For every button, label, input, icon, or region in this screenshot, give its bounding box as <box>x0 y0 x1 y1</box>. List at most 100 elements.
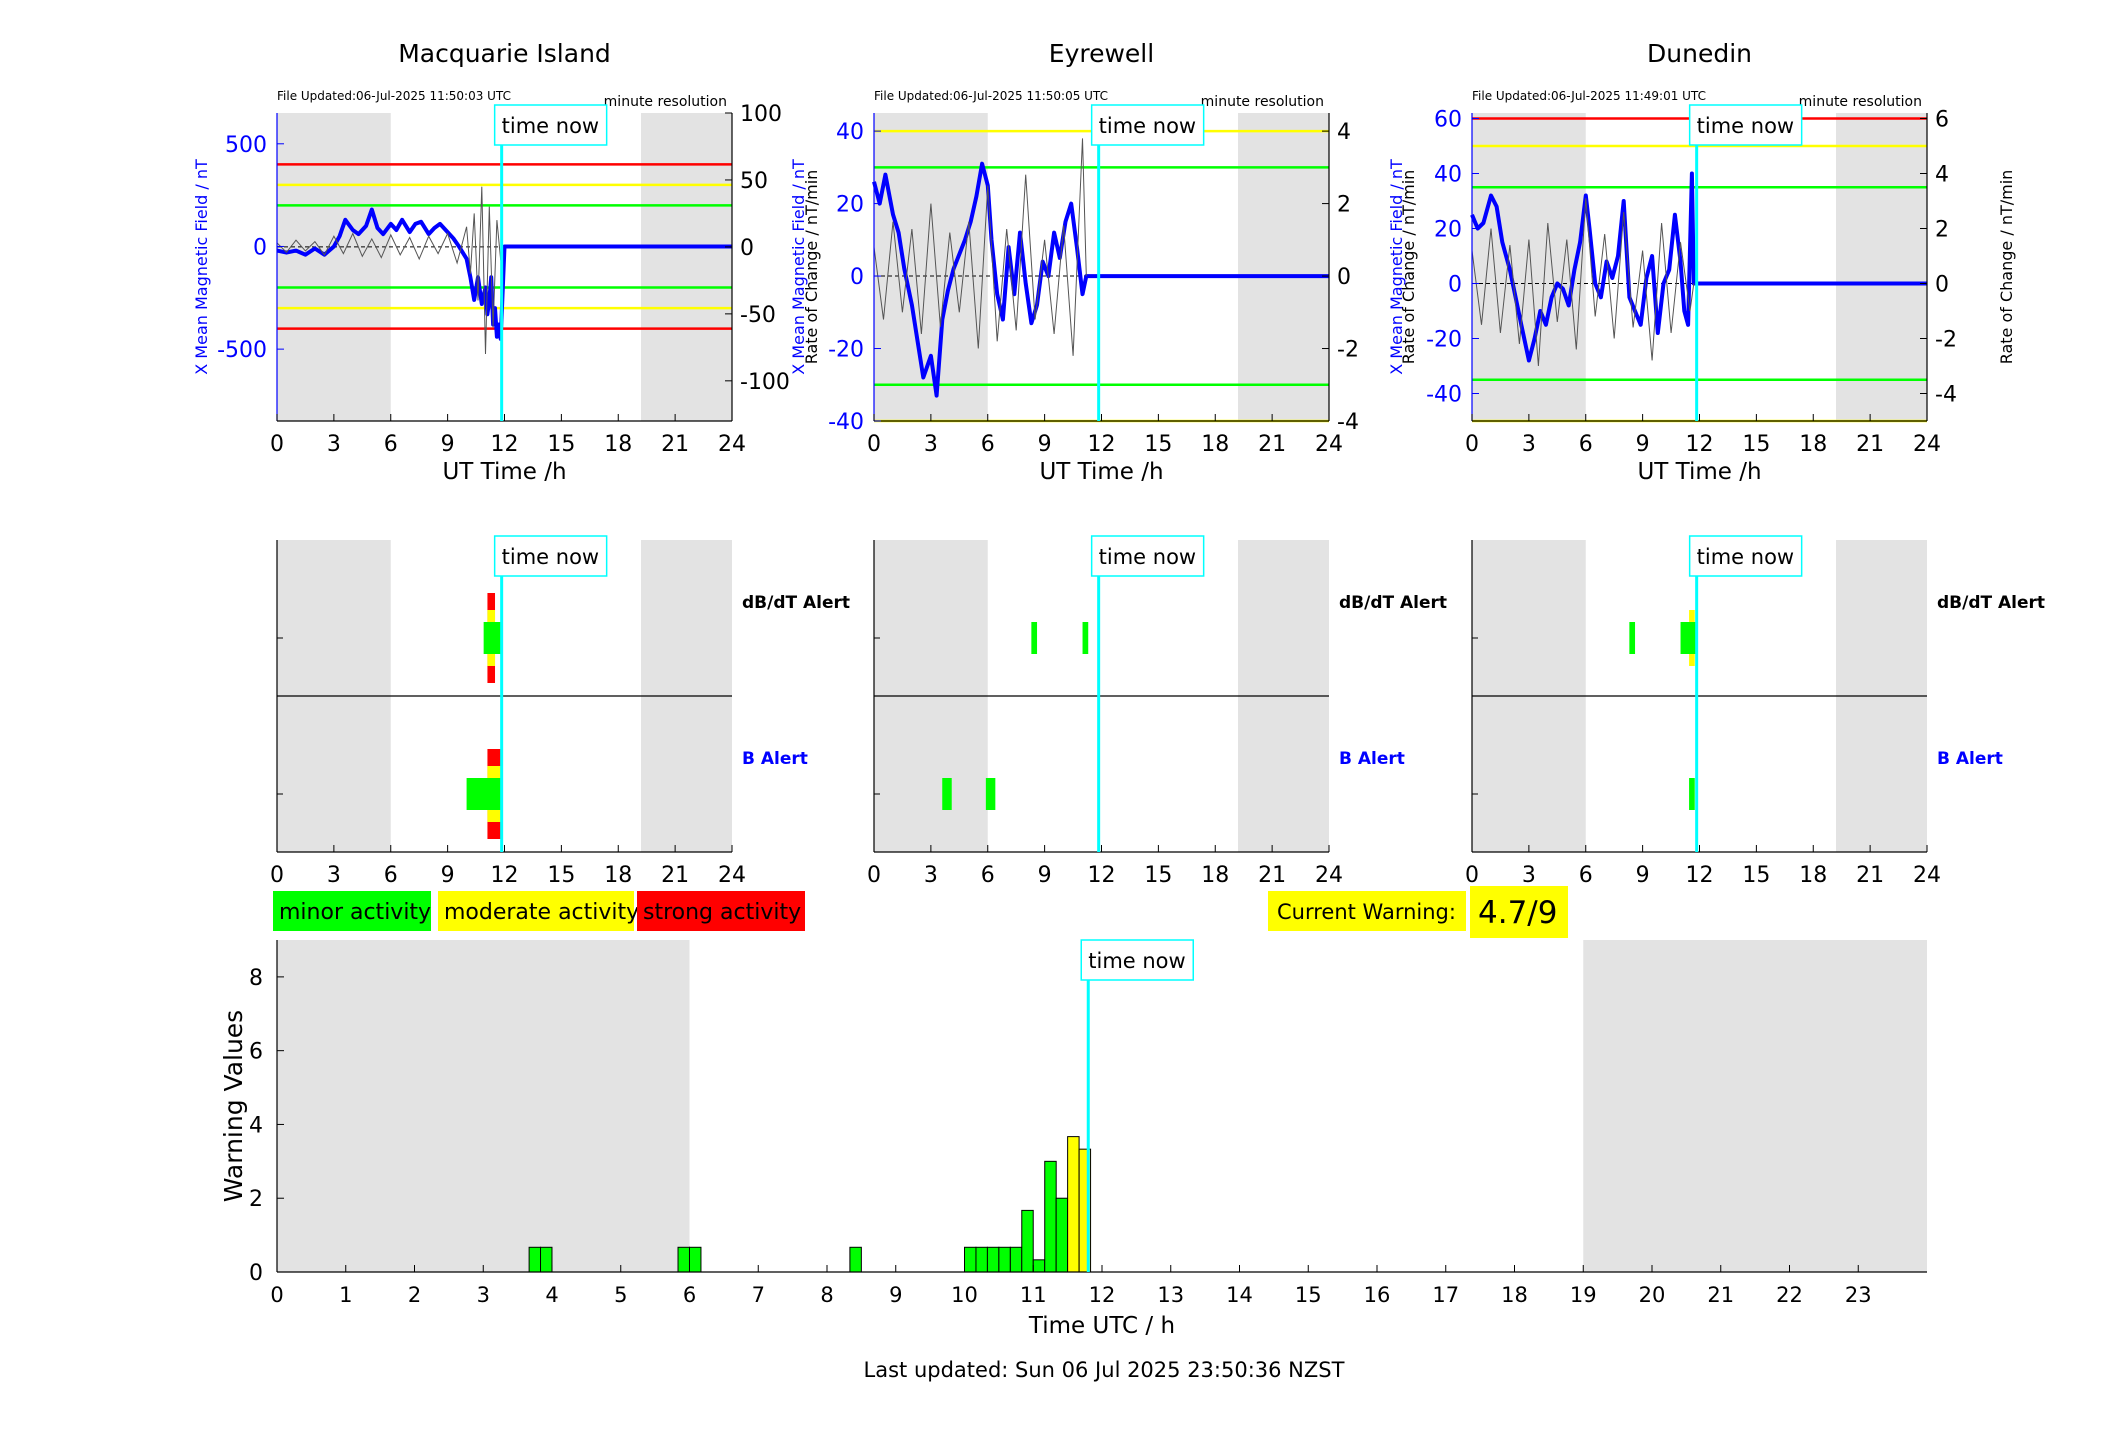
x-tick-label: 15 <box>1295 1283 1322 1307</box>
y-right-tick-label: -100 <box>740 370 790 395</box>
y-right-axis-label: Rate of Change / nT/min <box>802 170 821 365</box>
x-tick-label: 23 <box>1845 1283 1872 1307</box>
y-right-tick-label: -4 <box>1935 383 1957 408</box>
alert-chart-eyrewell: dB/dT Alert B Alert 0 3 6 9 12 15 18 21 24 time now <box>867 535 1447 888</box>
chart-title: Dunedin <box>1647 39 1752 68</box>
x-tick-label: 9 <box>1038 432 1052 457</box>
x-tick-label: 22 <box>1776 1283 1803 1307</box>
x-tick-label: 15 <box>547 863 575 888</box>
y-axis-label: X Mean Magnetic Field / nT <box>1387 159 1406 375</box>
chart-panels: Macquarie Island File Updated:06-Jul-2025… <box>192 39 2045 1339</box>
y-right-tick-label: -2 <box>1337 338 1359 363</box>
y-right-tick-label: 2 <box>1337 193 1351 218</box>
night-shade <box>1472 113 1586 421</box>
footer-last-updated: Last updated: Sun 06 Jul 2025 23:50:36 N… <box>864 1358 1345 1382</box>
x-tick-label: 6 <box>981 432 995 457</box>
time-now-label: time now <box>502 114 599 138</box>
x-tick-label: 9 <box>1636 432 1650 457</box>
x-tick-label: 18 <box>604 432 632 457</box>
x-tick-label: 13 <box>1157 1283 1184 1307</box>
x-tick-label: 12 <box>1088 432 1116 457</box>
x-tick-label: 21 <box>1707 1283 1734 1307</box>
y-right-tick-label: 0 <box>740 236 754 261</box>
minor-alert-bar <box>1031 622 1038 654</box>
row-label-b: B Alert <box>1937 749 2003 769</box>
x-tick-label: 6 <box>1579 432 1593 457</box>
mean-field-series <box>1470 171 1927 363</box>
row-label-dbdt: dB/dT Alert <box>1339 593 1447 613</box>
x-tick-label: 4 <box>545 1283 558 1307</box>
x-tick-label: 21 <box>1258 432 1286 457</box>
y-tick-label: 40 <box>836 120 864 145</box>
legend-moderate-swatch <box>438 891 634 931</box>
x-tick-label: 21 <box>661 863 689 888</box>
x-tick-label: 3 <box>924 863 938 888</box>
x-tick-label: 12 <box>1089 1283 1116 1307</box>
x-tick-label: 0 <box>270 1283 283 1307</box>
x-tick-label: 6 <box>683 1283 696 1307</box>
row-label-b: B Alert <box>1339 749 1405 769</box>
x-tick-label: 9 <box>1636 863 1650 888</box>
rate-of-change-series <box>276 186 502 355</box>
y-right-axis-label: Rate of Change / nT/min <box>1399 170 1418 365</box>
y-right-tick-label: 0 <box>1935 273 1949 298</box>
line-chart-macquarie-island: Macquarie Island File Updated:06-Jul-2025… <box>192 39 821 485</box>
x-tick-label: 3 <box>1522 432 1536 457</box>
rate-of-change-series <box>873 138 1087 356</box>
time-now-box <box>1688 535 1803 577</box>
y-right-tick-label: -2 <box>1935 328 1957 353</box>
row-label-b: B Alert <box>742 749 808 769</box>
minor-alert-bar <box>1680 622 1698 654</box>
x-tick-label: 15 <box>1144 863 1172 888</box>
time-now-box <box>493 104 608 146</box>
time-now-label: time now <box>1099 545 1196 569</box>
x-tick-label: 24 <box>1913 432 1941 457</box>
x-tick-label: 24 <box>1315 863 1343 888</box>
current-warning-label-box <box>1268 891 1466 931</box>
y-right-tick-label: 0 <box>1337 265 1351 290</box>
x-axis-label: UT Time /h <box>1637 459 1761 485</box>
x-tick-label: 0 <box>270 432 284 457</box>
alert-chart-macquarie-island: dB/dT Alert B Alert 0 3 6 9 12 15 18 21 24 time now <box>270 535 850 888</box>
warning-bar-minor <box>1044 1160 1057 1273</box>
x-tick-label: 18 <box>1799 432 1827 457</box>
time-now-label: time now <box>502 545 599 569</box>
legend-moderate-label: moderate activity <box>444 900 639 925</box>
x-tick-label: 3 <box>327 432 341 457</box>
x-tick-label: 24 <box>718 863 746 888</box>
x-tick-label: 2 <box>408 1283 421 1307</box>
minor-alert-bar <box>985 778 996 810</box>
x-tick-label: 15 <box>1144 432 1172 457</box>
y-right-tick-label: -50 <box>740 303 776 328</box>
x-tick-label: 9 <box>1038 863 1052 888</box>
warning-bar-minor <box>528 1246 542 1273</box>
y-right-tick-label: 50 <box>740 169 768 194</box>
night-shade <box>1238 113 1329 421</box>
x-axis-label: UT Time /h <box>442 459 566 485</box>
time-now-box <box>1090 104 1205 146</box>
line-chart-eyrewell: Eyrewell File Updated:06-Jul-2025 11:50:0… <box>789 39 1418 485</box>
y-tick-label: -40 <box>1426 383 1462 408</box>
x-tick-label: 0 <box>1465 863 1479 888</box>
activity-legend: minor activity moderate activity strong … <box>273 891 805 931</box>
minor-alert-bar <box>1689 778 1695 810</box>
warning-bar-minor <box>998 1246 1011 1273</box>
x-tick-label: 21 <box>1856 432 1884 457</box>
x-axis-label: Time UTC / h <box>1028 1313 1175 1339</box>
legend-minor-label: minor activity <box>279 900 431 925</box>
y-tick-label: -20 <box>1426 328 1462 353</box>
y-axis-label: X Mean Magnetic Field / nT <box>192 159 211 375</box>
x-tick-label: 3 <box>327 863 341 888</box>
x-tick-label: 12 <box>1686 432 1714 457</box>
warning-bar-minor <box>975 1246 988 1273</box>
y-tick-label: 0 <box>249 1261 263 1286</box>
x-tick-label: 12 <box>491 863 519 888</box>
x-tick-label: 11 <box>1020 1283 1047 1307</box>
y-right-tick-label: 100 <box>740 102 782 127</box>
x-tick-label: 3 <box>924 432 938 457</box>
x-tick-label: 18 <box>1201 432 1229 457</box>
x-tick-label: 0 <box>270 863 284 888</box>
warning-bar-minor <box>677 1246 690 1273</box>
warning-bar-minor <box>986 1246 1000 1273</box>
night-shade <box>1583 940 1927 1272</box>
